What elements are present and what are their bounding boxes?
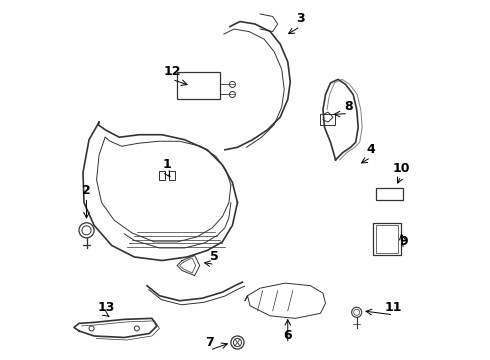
Bar	[159, 171, 165, 180]
Bar	[177, 72, 220, 99]
Text: 1: 1	[163, 158, 172, 171]
Text: 3: 3	[296, 13, 305, 26]
Text: 12: 12	[163, 65, 181, 78]
Bar	[373, 223, 401, 256]
Bar	[320, 114, 335, 125]
Bar	[376, 225, 398, 253]
Text: 13: 13	[98, 301, 115, 314]
Bar	[376, 188, 403, 200]
Text: 10: 10	[392, 162, 410, 175]
Text: 2: 2	[82, 184, 91, 197]
Text: 7: 7	[205, 336, 214, 349]
Text: 9: 9	[399, 235, 408, 248]
Text: 11: 11	[385, 301, 402, 314]
Text: 6: 6	[283, 329, 292, 342]
Bar	[169, 171, 175, 180]
Text: 4: 4	[367, 143, 375, 156]
Text: 8: 8	[344, 99, 352, 113]
Text: 5: 5	[210, 251, 219, 264]
